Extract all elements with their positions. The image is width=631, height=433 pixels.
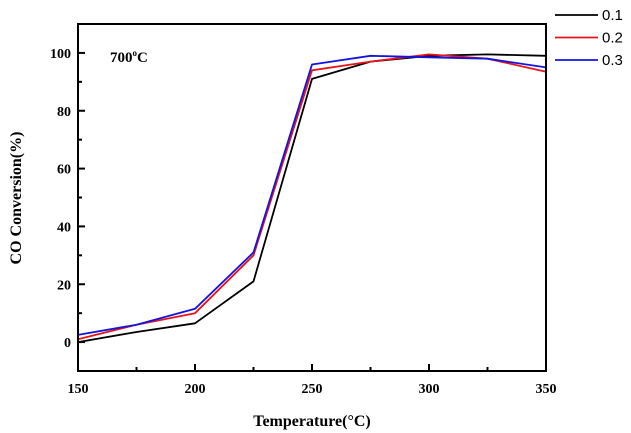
- x-tick-label: 350: [536, 382, 557, 397]
- y-tick-label: 80: [57, 105, 71, 120]
- legend-label: 0.2: [602, 30, 623, 47]
- legend: 0.1 0.2 0.3: [555, 7, 623, 69]
- x-tick-label: 150: [68, 382, 89, 397]
- legend-label: 0.1: [602, 7, 623, 24]
- y-axis-label: CO Conversion(%): [8, 132, 25, 265]
- x-axis-label: Temperature(°C): [253, 413, 370, 430]
- y-tick-label: 40: [57, 220, 71, 235]
- series-line-0.1: [77, 53, 547, 343]
- x-tick-label: 200: [185, 382, 206, 397]
- y-tick-label: 100: [50, 47, 71, 62]
- x-tick-label: 250: [302, 382, 323, 397]
- series-line-0.3: [77, 54, 547, 336]
- y-tick-label: 0: [64, 336, 71, 351]
- y-tick-label: 20: [57, 278, 71, 293]
- series-line-0.2: [77, 53, 547, 341]
- y-tick-label: 60: [57, 163, 71, 178]
- plot-frame: [77, 23, 547, 372]
- temperature-annotation: 700oC: [110, 48, 148, 66]
- x-tick-label: 300: [419, 382, 440, 397]
- legend-label: 0.3: [602, 52, 623, 69]
